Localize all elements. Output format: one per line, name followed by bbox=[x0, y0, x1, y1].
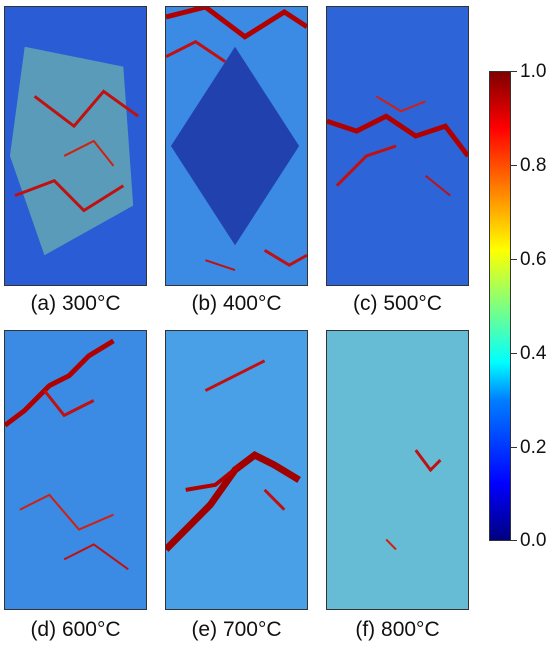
caption-panel-c: (c) 500°C bbox=[353, 292, 442, 315]
colorbar-tick bbox=[511, 71, 517, 72]
colorbar-tick bbox=[511, 447, 517, 448]
caption-panel-b: (b) 400°C bbox=[191, 292, 282, 315]
colorbar-tick-label: 0.0 bbox=[520, 530, 547, 551]
panel-c-image bbox=[326, 6, 469, 286]
colorbar-tick bbox=[511, 165, 517, 166]
panel-e-image bbox=[165, 330, 308, 610]
colorbar bbox=[489, 71, 511, 541]
panel-f-image bbox=[326, 330, 469, 610]
panel-b-image bbox=[165, 6, 308, 286]
caption-panel-d: (d) 600°C bbox=[30, 618, 121, 641]
caption-panel-f: (f) 800°C bbox=[355, 618, 440, 641]
colorbar-tick bbox=[511, 353, 517, 354]
colorbar-tick-label: 1.0 bbox=[520, 61, 547, 82]
panel-a-image bbox=[4, 6, 147, 286]
colorbar-tick bbox=[511, 540, 517, 541]
panel-d-image bbox=[4, 330, 147, 610]
colorbar-tick-label: 0.8 bbox=[520, 155, 547, 176]
colorbar-tick bbox=[511, 259, 517, 260]
caption-panel-a: (a) 300°C bbox=[30, 292, 121, 315]
colorbar-tick-label: 0.6 bbox=[520, 249, 547, 270]
caption-panel-e: (e) 700°C bbox=[191, 618, 282, 641]
colorbar-tick-label: 0.4 bbox=[520, 343, 547, 364]
colorbar-tick-label: 0.2 bbox=[520, 437, 547, 458]
